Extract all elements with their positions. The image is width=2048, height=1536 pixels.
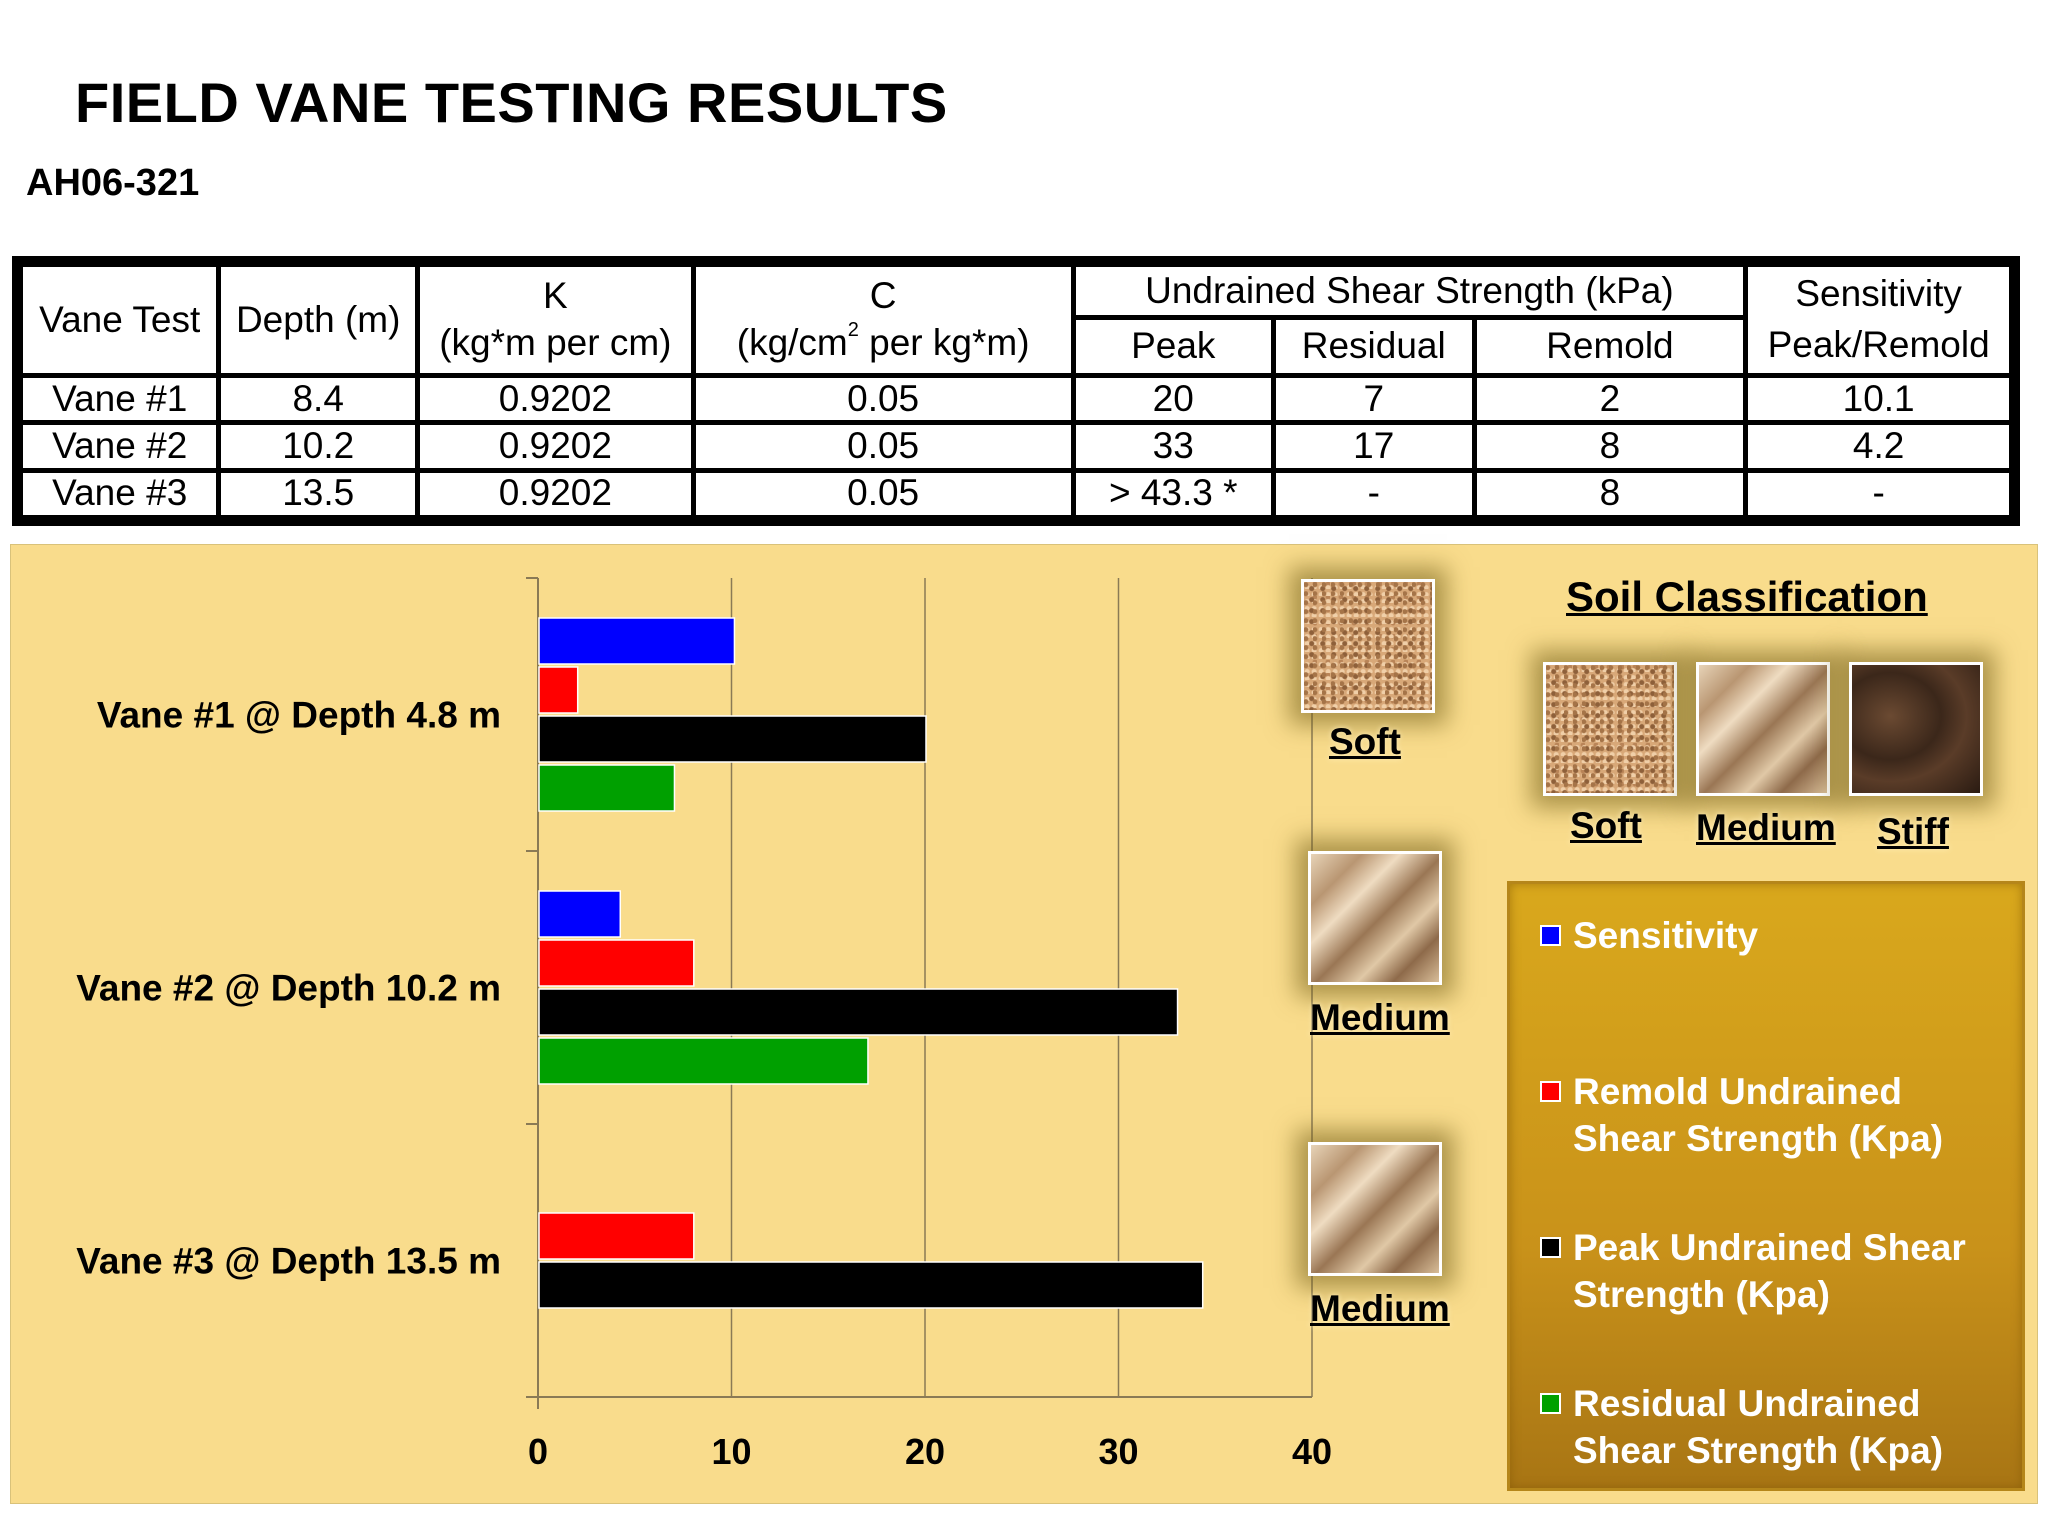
cell-depth: 8.4	[221, 377, 415, 421]
header-remold: Remold	[1476, 320, 1744, 373]
header-c: C (kg/cm2 per kg*m)	[695, 267, 1071, 373]
vane1-soil-image	[1301, 579, 1435, 713]
cell-k: 0.9202	[419, 472, 691, 515]
cell-depth: 13.5	[221, 472, 415, 515]
cell-c: 0.05	[695, 472, 1071, 515]
cell-residual: -	[1276, 472, 1472, 515]
cell-residual: 7	[1276, 377, 1472, 421]
vane1-soil-label: Soft	[1329, 721, 1401, 762]
x-tick-label: 40	[1292, 1431, 1331, 1472]
cell-vane: Vane #3	[23, 472, 217, 515]
results-table: Vane Test Depth (m) K (kg*m per cm) C (k…	[12, 256, 2020, 526]
cell-peak: 20	[1075, 377, 1271, 421]
legend-swatch	[1540, 1237, 1561, 1258]
x-tick-label: 20	[905, 1431, 945, 1472]
soft-class-label: Soft	[1570, 805, 1642, 846]
cell-c: 0.05	[695, 377, 1071, 421]
cell-sensitivity: 4.2	[1748, 425, 2009, 468]
legend-swatch	[1540, 1081, 1561, 1102]
bar	[538, 939, 695, 987]
cell-depth: 10.2	[221, 425, 415, 468]
vane3-soil-image	[1308, 1142, 1442, 1276]
medium-soil-image	[1696, 662, 1830, 796]
cell-c: 0.05	[695, 425, 1071, 468]
page-title: FIELD VANE TESTING RESULTS	[75, 71, 948, 134]
cell-remold: 8	[1476, 425, 1744, 468]
bar-chart: 0 10 20 30 40 Vane #1 @ Depth 4.8 m Vane #2 @ …	[76, 577, 1331, 1472]
cell-k: 0.9202	[419, 425, 691, 468]
bar	[538, 617, 736, 665]
x-tick-label: 30	[1098, 1431, 1138, 1472]
cell-sensitivity: 10.1	[1748, 377, 2009, 421]
chart-legend: Sensitivity Remold Undrained Shear Stren…	[1507, 881, 2025, 1491]
soft-soil-image	[1543, 662, 1677, 796]
cell-remold: 2	[1476, 377, 1744, 421]
x-tick-label: 10	[711, 1431, 751, 1472]
cell-peak: > 43.3 *	[1075, 472, 1271, 515]
vane3-soil-label: Medium	[1310, 1288, 1450, 1329]
bar	[538, 1037, 869, 1085]
category-label: Vane #2 @ Depth 10.2 m	[76, 968, 501, 1009]
category-label: Vane #3 @ Depth 13.5 m	[76, 1241, 501, 1282]
vane2-soil-label: Medium	[1310, 997, 1450, 1038]
cell-vane: Vane #1	[23, 377, 217, 421]
soil-classification-title: Soil Classification	[1566, 573, 1928, 620]
bar	[538, 988, 1179, 1036]
category-label: Vane #1 @ Depth 4.8 m	[97, 695, 501, 736]
cell-k: 0.9202	[419, 377, 691, 421]
table-row: Vane #3 13.5 0.9202 0.05 > 43.3 * - 8 -	[23, 472, 2009, 515]
cell-sensitivity: -	[1748, 472, 2009, 515]
cell-remold: 8	[1476, 472, 1744, 515]
header-vane-test: Vane Test	[23, 267, 217, 373]
chart-panel: 0 10 20 30 40 Vane #1 @ Depth 4.8 m Vane #2 @ …	[10, 544, 2038, 1504]
cell-residual: 17	[1276, 425, 1472, 468]
header-undrained-shear-strength: Undrained Shear Strength (kPa)	[1075, 267, 1744, 316]
header-depth: Depth (m)	[221, 267, 415, 373]
medium-class-label: Medium	[1696, 807, 1836, 848]
table-row: Vane #2 10.2 0.9202 0.05 33 17 8 4.2	[23, 425, 2009, 468]
header-residual: Residual	[1276, 320, 1472, 373]
header-k: K (kg*m per cm)	[419, 267, 691, 373]
header-sensitivity: Sensitivity Peak/Remold	[1748, 267, 2009, 373]
bar	[538, 890, 622, 938]
header-peak: Peak	[1075, 320, 1271, 373]
vane2-soil-image	[1308, 851, 1442, 985]
cell-peak: 33	[1075, 425, 1271, 468]
cell-vane: Vane #2	[23, 425, 217, 468]
stiff-class-label: Stiff	[1877, 811, 1949, 852]
stiff-soil-image	[1849, 662, 1983, 796]
bar	[538, 1261, 1204, 1309]
x-tick-label: 0	[528, 1431, 548, 1472]
legend-swatch	[1540, 1393, 1561, 1414]
bar	[538, 715, 927, 763]
borehole-id: AH06-321	[26, 162, 200, 204]
legend-swatch	[1540, 925, 1561, 946]
bar	[538, 666, 579, 714]
bar	[538, 1212, 695, 1260]
bar	[538, 764, 676, 812]
table-row: Vane #1 8.4 0.9202 0.05 20 7 2 10.1	[23, 377, 2009, 421]
